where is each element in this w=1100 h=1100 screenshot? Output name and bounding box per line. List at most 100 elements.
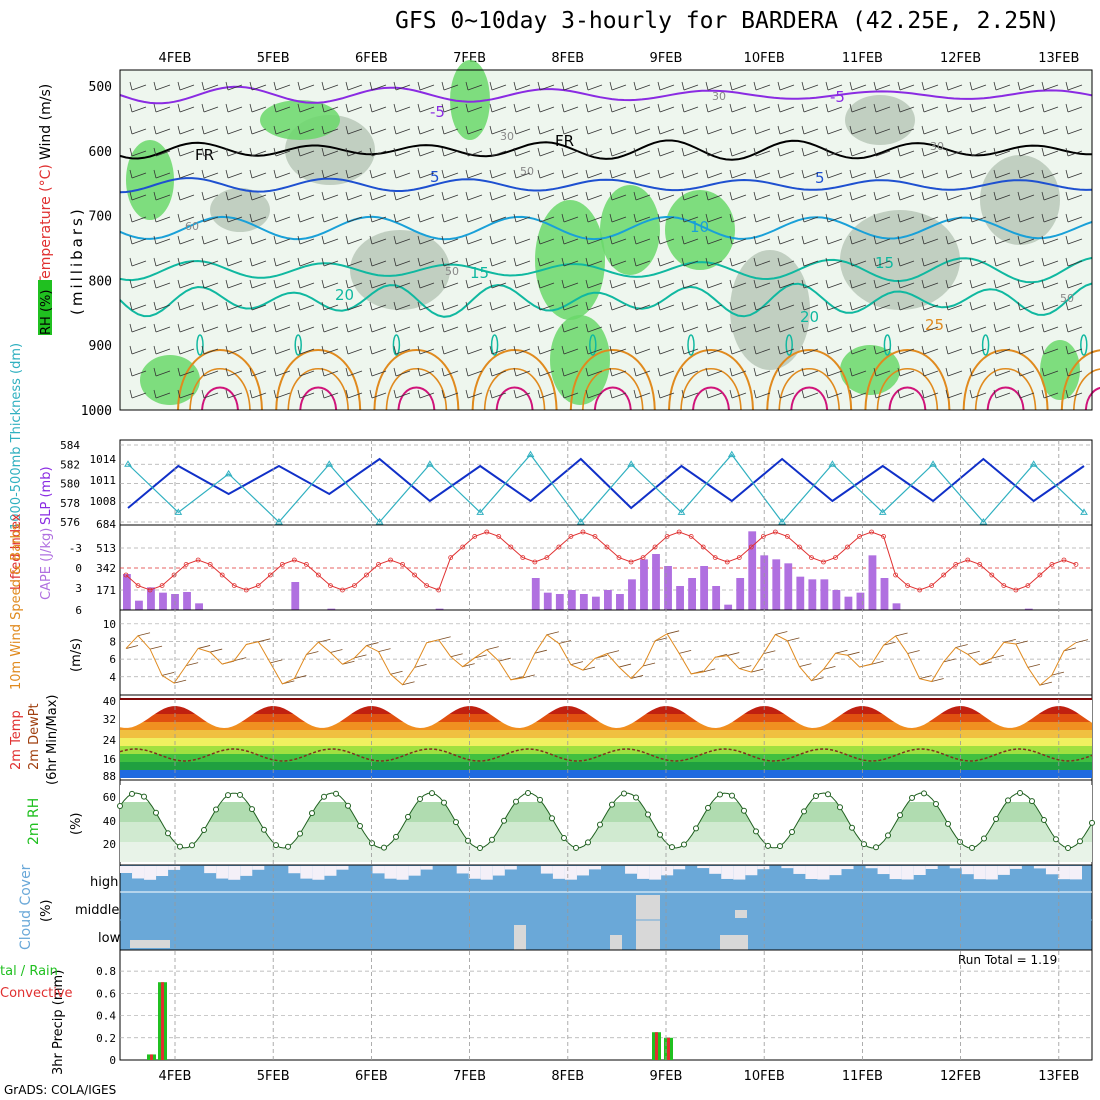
wind-barb bbox=[1019, 260, 1035, 267]
temp-contour-ring bbox=[883, 334, 892, 356]
minmax-label: (6hr Min/Max) bbox=[45, 695, 60, 785]
wind-barb-tick bbox=[1017, 345, 1021, 355]
wind-barb-tick bbox=[465, 125, 469, 135]
rh-marker bbox=[609, 801, 615, 808]
wind-barb-tick bbox=[633, 389, 637, 399]
wind-barb bbox=[402, 681, 415, 686]
wind-barb bbox=[251, 392, 267, 399]
wind-barb bbox=[438, 636, 451, 641]
wind-barb-tick bbox=[609, 235, 613, 245]
date-label-bottom: 11FEB bbox=[842, 1069, 883, 1084]
wind-barb bbox=[227, 238, 243, 245]
wind-barb-tick bbox=[441, 279, 445, 289]
wind-barb-tick bbox=[297, 279, 301, 289]
cloud-units: (%) bbox=[39, 900, 54, 923]
wind-barb bbox=[1019, 326, 1035, 333]
wind-barb-tick bbox=[297, 191, 301, 201]
date-label-bottom: 6FEB bbox=[355, 1069, 388, 1084]
wind-barb bbox=[755, 128, 771, 135]
wind-barb-tick bbox=[969, 213, 973, 223]
wind-barb bbox=[491, 392, 507, 399]
wind-barb bbox=[125, 645, 139, 649]
wind-barb-tick bbox=[129, 103, 133, 113]
wind-barb-tick bbox=[921, 81, 925, 91]
wind-barb-tick bbox=[393, 279, 397, 289]
wind-barb-tick bbox=[969, 147, 973, 157]
pressure-tick: 800 bbox=[89, 274, 112, 289]
wind-barb bbox=[947, 150, 963, 157]
wind-barb-tick bbox=[465, 235, 469, 245]
wind-barb-tick bbox=[153, 213, 157, 223]
li-marker bbox=[1049, 561, 1055, 567]
wind-barb-tick bbox=[633, 279, 637, 289]
wind-barb-tick bbox=[801, 147, 805, 157]
wind-barb bbox=[491, 128, 507, 135]
wind-barb bbox=[395, 172, 411, 179]
precip-tick: 0.4 bbox=[96, 1010, 116, 1023]
wind-barb-tick bbox=[825, 389, 829, 399]
contour-label: 50 bbox=[1060, 292, 1074, 305]
wind-barb-tick bbox=[801, 213, 805, 223]
wind-barb-tick bbox=[201, 191, 205, 201]
rh-marker bbox=[981, 835, 987, 842]
wind-barb bbox=[587, 194, 603, 201]
wind-barb-tick bbox=[537, 147, 541, 157]
wind-barb-tick bbox=[585, 125, 589, 135]
cloud-high-gap bbox=[673, 866, 686, 870]
wind-barb bbox=[491, 348, 507, 355]
wind-barb-tick bbox=[921, 345, 925, 355]
wind-barb-tick bbox=[249, 367, 253, 377]
wind-barb bbox=[755, 282, 771, 289]
wind-barb bbox=[179, 216, 195, 223]
wind-barb bbox=[467, 326, 483, 333]
wind-barb bbox=[275, 392, 291, 399]
wind-barb bbox=[779, 392, 795, 399]
wind-barb bbox=[995, 150, 1011, 157]
wind-barb bbox=[611, 260, 627, 267]
wind-barb-tick bbox=[537, 345, 541, 355]
wind-barb bbox=[395, 84, 411, 91]
temp-contour-25 bbox=[275, 349, 362, 411]
wind-barb bbox=[371, 194, 387, 201]
wind-barb bbox=[899, 260, 915, 267]
li-marker bbox=[1001, 583, 1007, 589]
temp-contour-35 bbox=[986, 386, 1025, 411]
rh-marker bbox=[369, 840, 375, 847]
wind-barb bbox=[851, 194, 867, 201]
date-label-top: 7FEB bbox=[453, 51, 486, 66]
rh-region bbox=[730, 250, 810, 370]
wind-barb-tick bbox=[369, 169, 373, 179]
pressure-tick: 500 bbox=[89, 80, 112, 95]
wind-barb bbox=[131, 194, 147, 201]
wind-barb bbox=[515, 216, 531, 223]
wind-barb bbox=[299, 150, 315, 157]
wind-barb bbox=[203, 128, 219, 135]
wind-barb bbox=[707, 172, 723, 179]
rh-marker bbox=[141, 793, 147, 800]
temp-contour-ring bbox=[196, 334, 204, 356]
millibars-label: (millibars) bbox=[68, 206, 86, 315]
temp-contour-25 bbox=[1060, 349, 1100, 411]
wind-barb bbox=[419, 84, 435, 91]
wind-barb bbox=[779, 348, 795, 355]
cloud-high-gap bbox=[1009, 866, 1022, 869]
wind-barb-tick bbox=[729, 345, 733, 355]
wind-barb-tick bbox=[153, 191, 157, 201]
wind-barb-tick bbox=[897, 147, 901, 157]
wind-barb-tick bbox=[489, 147, 493, 157]
wind-barb bbox=[827, 282, 843, 289]
wind-barb-tick bbox=[921, 257, 925, 267]
wind-barb bbox=[827, 172, 843, 179]
wind-barb bbox=[707, 194, 723, 201]
wind-barb-tick bbox=[177, 279, 181, 289]
wind-barb bbox=[299, 128, 315, 135]
wind-barb-tick bbox=[993, 213, 997, 223]
rh-marker bbox=[357, 823, 363, 830]
wind-barb-tick bbox=[345, 323, 349, 333]
wind-barb-tick bbox=[369, 103, 373, 113]
wind-barb bbox=[155, 326, 171, 333]
wind-barb-tick bbox=[681, 301, 685, 311]
wind-barb bbox=[251, 150, 267, 157]
rh-region bbox=[550, 315, 610, 405]
temp-contour-35 bbox=[692, 386, 730, 411]
